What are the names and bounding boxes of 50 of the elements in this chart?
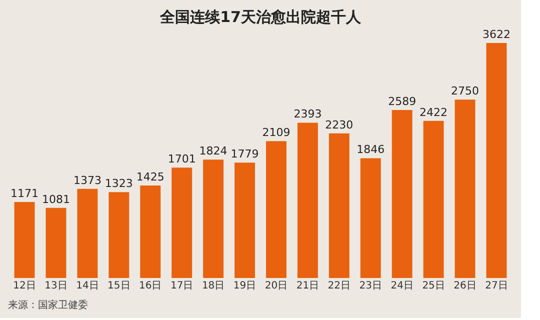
bar bbox=[46, 208, 66, 278]
x-tick-label: 27日 bbox=[485, 280, 508, 292]
x-tick-label: 25日 bbox=[422, 280, 445, 292]
data-label: 2230 bbox=[325, 118, 354, 132]
data-label: 2422 bbox=[420, 106, 448, 119]
x-tick-label: 17日 bbox=[170, 280, 194, 292]
x-tick-label: 23日 bbox=[359, 280, 382, 292]
bar bbox=[360, 158, 381, 278]
source-note: 来源：国家卫健委 bbox=[8, 299, 88, 311]
bar bbox=[297, 122, 318, 278]
bar bbox=[486, 43, 507, 278]
x-tick-label: 16日 bbox=[139, 280, 162, 292]
bar bbox=[203, 160, 224, 278]
data-label: 2393 bbox=[294, 108, 322, 121]
data-label: 2589 bbox=[388, 95, 416, 108]
bar bbox=[328, 133, 350, 278]
x-tick-label: 12日 bbox=[13, 280, 36, 292]
data-label: 1824 bbox=[199, 144, 228, 158]
bar bbox=[234, 162, 255, 278]
data-label: 1171 bbox=[10, 187, 39, 200]
data-label: 1323 bbox=[104, 177, 133, 190]
data-label: 1081 bbox=[42, 192, 70, 206]
bar bbox=[172, 168, 192, 278]
data-label: 1701 bbox=[168, 152, 196, 166]
data-label: 1373 bbox=[73, 174, 102, 187]
x-tick-label: 18日 bbox=[202, 280, 225, 292]
x-tick-label: 24日 bbox=[390, 280, 414, 292]
x-tick-label: 13日 bbox=[44, 280, 68, 292]
data-label: 2750 bbox=[451, 84, 480, 98]
x-tick-label: 15日 bbox=[108, 280, 130, 292]
data-label: 2109 bbox=[262, 126, 290, 140]
bar bbox=[108, 192, 130, 278]
x-tick-label: 14日 bbox=[76, 280, 99, 292]
bar bbox=[14, 202, 35, 278]
data-label: 3622 bbox=[482, 28, 510, 41]
data-label: 1425 bbox=[136, 170, 164, 184]
bar bbox=[266, 141, 286, 278]
chart-title: 全国连续17天治愈出院超千人 bbox=[159, 8, 362, 26]
x-tick-label: 19日 bbox=[233, 280, 256, 292]
data-label: 1779 bbox=[230, 148, 259, 161]
bar bbox=[423, 120, 444, 278]
bar bbox=[140, 186, 161, 278]
bar bbox=[77, 188, 98, 278]
bar bbox=[454, 100, 476, 278]
data-label: 1846 bbox=[356, 143, 385, 156]
x-tick-label: 22日 bbox=[328, 280, 351, 292]
x-tick-label: 26日 bbox=[454, 280, 476, 292]
x-tick-label: 21日 bbox=[296, 280, 320, 292]
x-tick-label: 20日 bbox=[264, 280, 288, 292]
bar bbox=[392, 110, 412, 278]
